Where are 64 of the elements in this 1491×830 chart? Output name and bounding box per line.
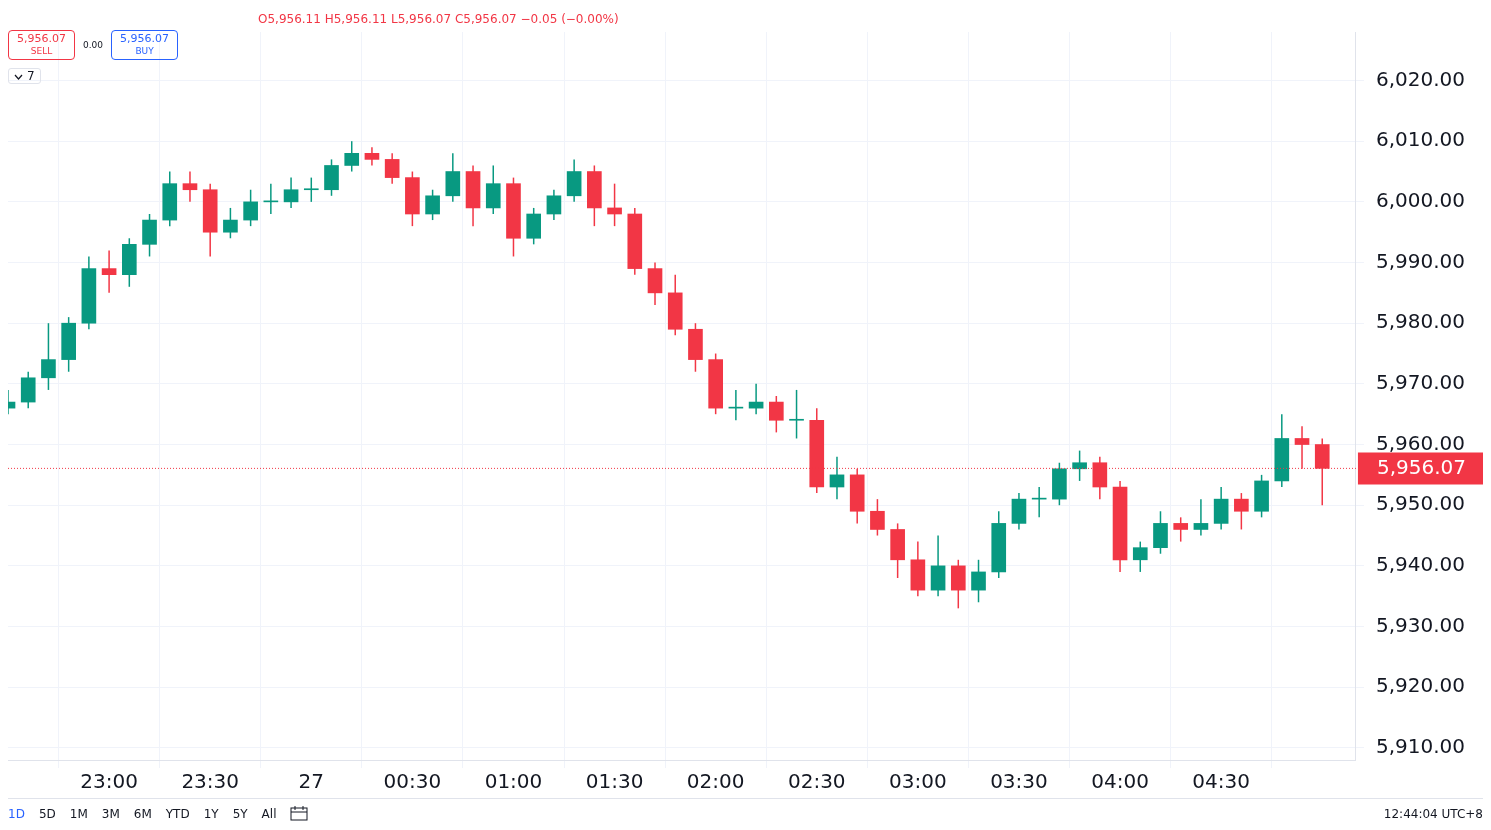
x-tick-label: 03:00 bbox=[889, 769, 947, 794]
x-tick-label: 03:30 bbox=[990, 769, 1048, 794]
text: YTD bbox=[165, 807, 190, 821]
y-tick-label: 5,950.00 bbox=[1375, 491, 1465, 516]
candlestick bbox=[971, 559, 986, 604]
y-tick-label: 5,930.00 bbox=[1375, 612, 1465, 637]
y-tick-label: 5,970.00 bbox=[1375, 370, 1465, 395]
annotation: SELL bbox=[29, 45, 54, 58]
candlestick bbox=[223, 207, 238, 240]
y-tick-label: 5,990.00 bbox=[1375, 248, 1465, 273]
candlestick bbox=[243, 188, 258, 227]
y-tick-label: 6,020.00 bbox=[1375, 66, 1465, 91]
x-tick-label: 23:00 bbox=[80, 769, 138, 794]
candlestick bbox=[607, 182, 622, 227]
text: All bbox=[261, 807, 277, 821]
ref-line-label: 5,956.07 bbox=[1376, 454, 1466, 479]
candlestick bbox=[789, 389, 804, 440]
x-tick-label: 01:30 bbox=[585, 769, 644, 794]
candlestick bbox=[101, 249, 117, 294]
y-tick-label: 5,960.00 bbox=[1375, 430, 1465, 455]
annotation: 5,956.07 bbox=[17, 32, 66, 45]
text: 1D bbox=[8, 807, 25, 821]
annotation: BUY bbox=[134, 45, 155, 58]
text: 1Y bbox=[203, 807, 219, 821]
text: 12:44:04 UTC+8 bbox=[1383, 807, 1483, 821]
y-tick-label: 5,980.00 bbox=[1375, 309, 1465, 334]
text: 6M bbox=[133, 807, 152, 821]
x-tick-label: 00:30 bbox=[383, 769, 442, 794]
candlestick bbox=[344, 140, 360, 173]
candlestick bbox=[546, 188, 562, 221]
text: 5D bbox=[38, 807, 56, 821]
y-tick-label: 6,010.00 bbox=[1375, 127, 1465, 152]
x-tick-label: 01:00 bbox=[484, 769, 543, 794]
y-tick-label: 5,940.00 bbox=[1375, 552, 1465, 577]
annotation: 7 bbox=[8, 68, 41, 84]
candlestick bbox=[384, 152, 400, 185]
candlestick bbox=[1173, 516, 1189, 543]
y-tick-label: 6,000.00 bbox=[1375, 188, 1465, 213]
candlestick bbox=[1193, 498, 1209, 537]
y-tick-label: 5,910.00 bbox=[1375, 734, 1465, 759]
candlestick bbox=[182, 170, 198, 203]
candlestick bbox=[283, 176, 299, 209]
candlestick bbox=[425, 188, 440, 221]
text: 3M bbox=[101, 807, 120, 821]
candlestick bbox=[364, 146, 380, 167]
annotation: 5,956.07 bbox=[120, 32, 170, 45]
candlestick bbox=[1132, 540, 1148, 573]
candlestick bbox=[1234, 492, 1249, 531]
x-tick-label: 27 bbox=[298, 769, 325, 794]
candlestick bbox=[768, 395, 784, 434]
annotation: 0.00 bbox=[82, 40, 104, 50]
x-tick-label: 04:00 bbox=[1091, 769, 1149, 794]
x-tick-label: 04:30 bbox=[1192, 769, 1250, 794]
y-tick-label: 5,920.00 bbox=[1375, 673, 1465, 698]
chart-subtitle: O5,956.11 H5,956.11 L5,956.07 C5,956.07 −0.05 (−0.00%) bbox=[258, 12, 619, 26]
candlestick bbox=[1072, 449, 1087, 482]
candlestick bbox=[870, 498, 885, 537]
x-tick-label: 02:30 bbox=[787, 769, 846, 794]
text: 1M bbox=[69, 807, 88, 821]
text: 5Y bbox=[232, 807, 248, 821]
x-tick-label: 02:00 bbox=[686, 769, 745, 794]
candlestick bbox=[303, 176, 319, 203]
candlestick bbox=[41, 322, 56, 391]
x-tick-label: 23:30 bbox=[181, 769, 240, 794]
